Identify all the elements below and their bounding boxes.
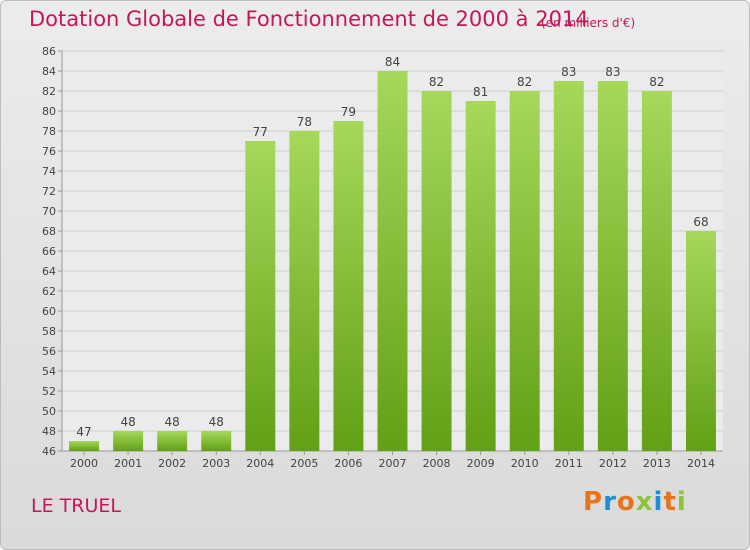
bar xyxy=(157,431,188,451)
bar-value-label: 48 xyxy=(209,415,224,429)
bar-value-label: 84 xyxy=(385,55,400,69)
bar-value-label: 83 xyxy=(605,65,620,79)
bar-value-label: 82 xyxy=(517,75,532,89)
bar xyxy=(333,121,364,451)
chart-title: Dotation Globale de Fonctionnement de 20… xyxy=(29,7,589,31)
bar-value-label: 78 xyxy=(297,115,312,129)
brand-letter: r xyxy=(603,487,617,517)
bar-value-label: 79 xyxy=(341,105,356,119)
y-tick-label: 74 xyxy=(42,165,56,178)
brand-letter: x xyxy=(635,487,654,517)
y-tick-label: 86 xyxy=(42,45,56,58)
bar xyxy=(685,231,716,451)
brand-letter: i xyxy=(676,487,687,517)
y-tick-label: 48 xyxy=(42,425,56,438)
bar xyxy=(377,71,408,451)
y-tick-label: 72 xyxy=(42,185,56,198)
bar xyxy=(289,131,320,451)
chart-unit: (en milliers d'€) xyxy=(541,16,636,30)
x-tick-label: 2005 xyxy=(290,457,318,470)
bar xyxy=(553,81,584,451)
y-tick-label: 64 xyxy=(42,265,56,278)
bar-value-label: 83 xyxy=(561,65,576,79)
x-tick-label: 2013 xyxy=(643,457,671,470)
brand-letter: t xyxy=(663,487,677,517)
y-tick-label: 56 xyxy=(42,345,56,358)
y-tick-label: 62 xyxy=(42,285,56,298)
x-tick-label: 2007 xyxy=(379,457,407,470)
y-tick-label: 80 xyxy=(42,105,56,118)
bar xyxy=(597,81,628,451)
bar xyxy=(509,91,540,451)
y-tick-label: 70 xyxy=(42,205,56,218)
bar xyxy=(201,431,232,451)
x-tick-label: 2003 xyxy=(202,457,230,470)
y-tick-label: 54 xyxy=(42,365,56,378)
bar xyxy=(421,91,452,451)
bar-value-label: 82 xyxy=(429,75,444,89)
x-tick-label: 2006 xyxy=(334,457,362,470)
brand-letter: P xyxy=(583,487,604,517)
bar-value-label: 47 xyxy=(76,425,91,439)
bar-value-label: 68 xyxy=(693,215,708,229)
x-tick-label: 2000 xyxy=(70,457,98,470)
bar xyxy=(245,141,276,451)
y-tick-label: 58 xyxy=(42,325,56,338)
bar xyxy=(641,91,672,451)
x-tick-label: 2001 xyxy=(114,457,142,470)
y-tick-label: 68 xyxy=(42,225,56,238)
x-tick-label: 2012 xyxy=(599,457,627,470)
x-tick-label: 2009 xyxy=(467,457,495,470)
brand-letter: i xyxy=(653,487,664,517)
bar-value-label: 81 xyxy=(473,85,488,99)
x-tick-label: 2011 xyxy=(555,457,583,470)
y-tick-label: 52 xyxy=(42,385,56,398)
x-tick-label: 2008 xyxy=(423,457,451,470)
bar-value-label: 77 xyxy=(253,125,268,139)
x-tick-label: 2004 xyxy=(246,457,274,470)
commune-name: LE TRUEL xyxy=(31,495,121,517)
bar xyxy=(113,431,144,451)
y-tick-label: 60 xyxy=(42,305,56,318)
brand-letter: o xyxy=(616,487,636,517)
y-tick-label: 76 xyxy=(42,145,56,158)
bar xyxy=(465,101,496,451)
proxiti-logo: Proxiti xyxy=(583,487,687,517)
bar-value-label: 82 xyxy=(649,75,664,89)
x-tick-label: 2010 xyxy=(511,457,539,470)
y-tick-label: 84 xyxy=(42,65,56,78)
y-tick-label: 46 xyxy=(42,445,56,458)
y-tick-label: 50 xyxy=(42,405,56,418)
bar-value-label: 48 xyxy=(120,415,135,429)
y-tick-label: 66 xyxy=(42,245,56,258)
bar-value-label: 48 xyxy=(165,415,180,429)
x-tick-label: 2002 xyxy=(158,457,186,470)
x-tick-label: 2014 xyxy=(687,457,715,470)
y-tick-label: 78 xyxy=(42,125,56,138)
y-tick-label: 82 xyxy=(42,85,56,98)
bar xyxy=(69,441,100,451)
